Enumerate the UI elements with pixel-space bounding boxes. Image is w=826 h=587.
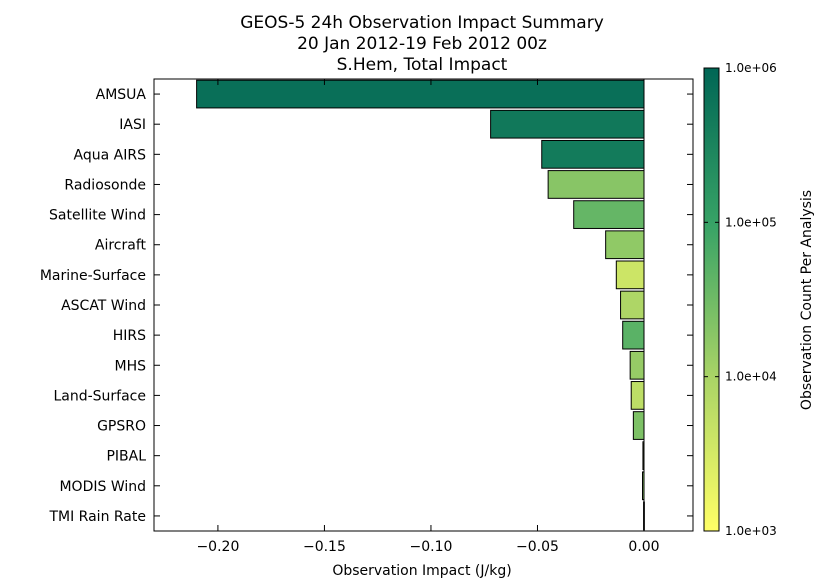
bar-iasi [490,109,645,139]
bar-mhs [629,350,645,380]
colorbar-label: Observation Count Per Analysis [799,190,815,410]
bar-radiosonde [547,170,645,199]
colorbar-tick-label: 1.0e+05 [725,215,777,229]
y-tick-label: MHS [115,358,147,374]
colorbar-tick-label: 1.0e+06 [725,61,777,75]
x-axis-label: Observation Impact (J/kg) [332,563,511,579]
chart-title: GEOS-5 24h Observation Impact Summary 20… [240,13,604,75]
y-tick-label: IASI [119,117,146,133]
plot-frame [153,78,694,532]
colorbar: 1.0e+06 1.0e+05 1.0e+04 1.0e+03 Observation… [703,61,815,538]
y-tick-label: TMI Rain Rate [48,509,146,525]
y-tick-label: HIRS [113,328,146,344]
x-tick-label: 0.00 [628,539,659,555]
y-tick-label: Land-Surface [53,388,146,404]
bar-marine-surface [615,260,645,290]
y-tick-label: MODIS Wind [59,479,146,495]
y-tick-label: ASCAT Wind [61,298,146,314]
bar-series [196,79,645,531]
y-tick-label: Radiosonde [64,177,146,193]
y-tick-label: PIBAL [106,449,146,465]
y-tick-label: GPSRO [97,419,146,435]
bar-aqua-airs [541,139,645,169]
bar-satellite-wind [573,200,645,229]
x-tick-label: −0.10 [410,539,453,555]
x-tick-label: −0.15 [303,539,346,555]
bar-ascat-wind [620,290,645,320]
title-line-3: S.Hem, Total Impact [337,55,508,75]
bar-aircraft [605,230,645,260]
y-tick-label: Aircraft [95,238,147,254]
x-tick-label: −0.20 [196,539,239,555]
title-line-2: 20 Jan 2012-19 Feb 2012 00z [297,34,547,54]
x-tick-label: −0.05 [516,539,559,555]
colorbar-tick-label: 1.0e+04 [725,370,777,384]
bar-land-surface [630,381,645,410]
colorbar-tick-label: 1.0e+03 [725,524,777,538]
colorbar-scale [703,67,720,532]
y-tick-label: Aqua AIRS [74,147,147,163]
bar-amsua [196,79,645,109]
x-axis: −0.20 −0.15 −0.10 −0.05 0.00 [196,79,660,555]
bar-gpsro [632,411,645,440]
y-tick-label: AMSUA [96,87,147,103]
y-tick-label: Satellite Wind [49,208,146,224]
bar-hirs [622,320,645,350]
title-line-1: GEOS-5 24h Observation Impact Summary [240,13,604,33]
y-tick-label: Marine-Surface [40,268,146,284]
y-axis: AMSUA IASI Aqua AIRS Radiosonde Satellite Wi… [40,87,693,525]
